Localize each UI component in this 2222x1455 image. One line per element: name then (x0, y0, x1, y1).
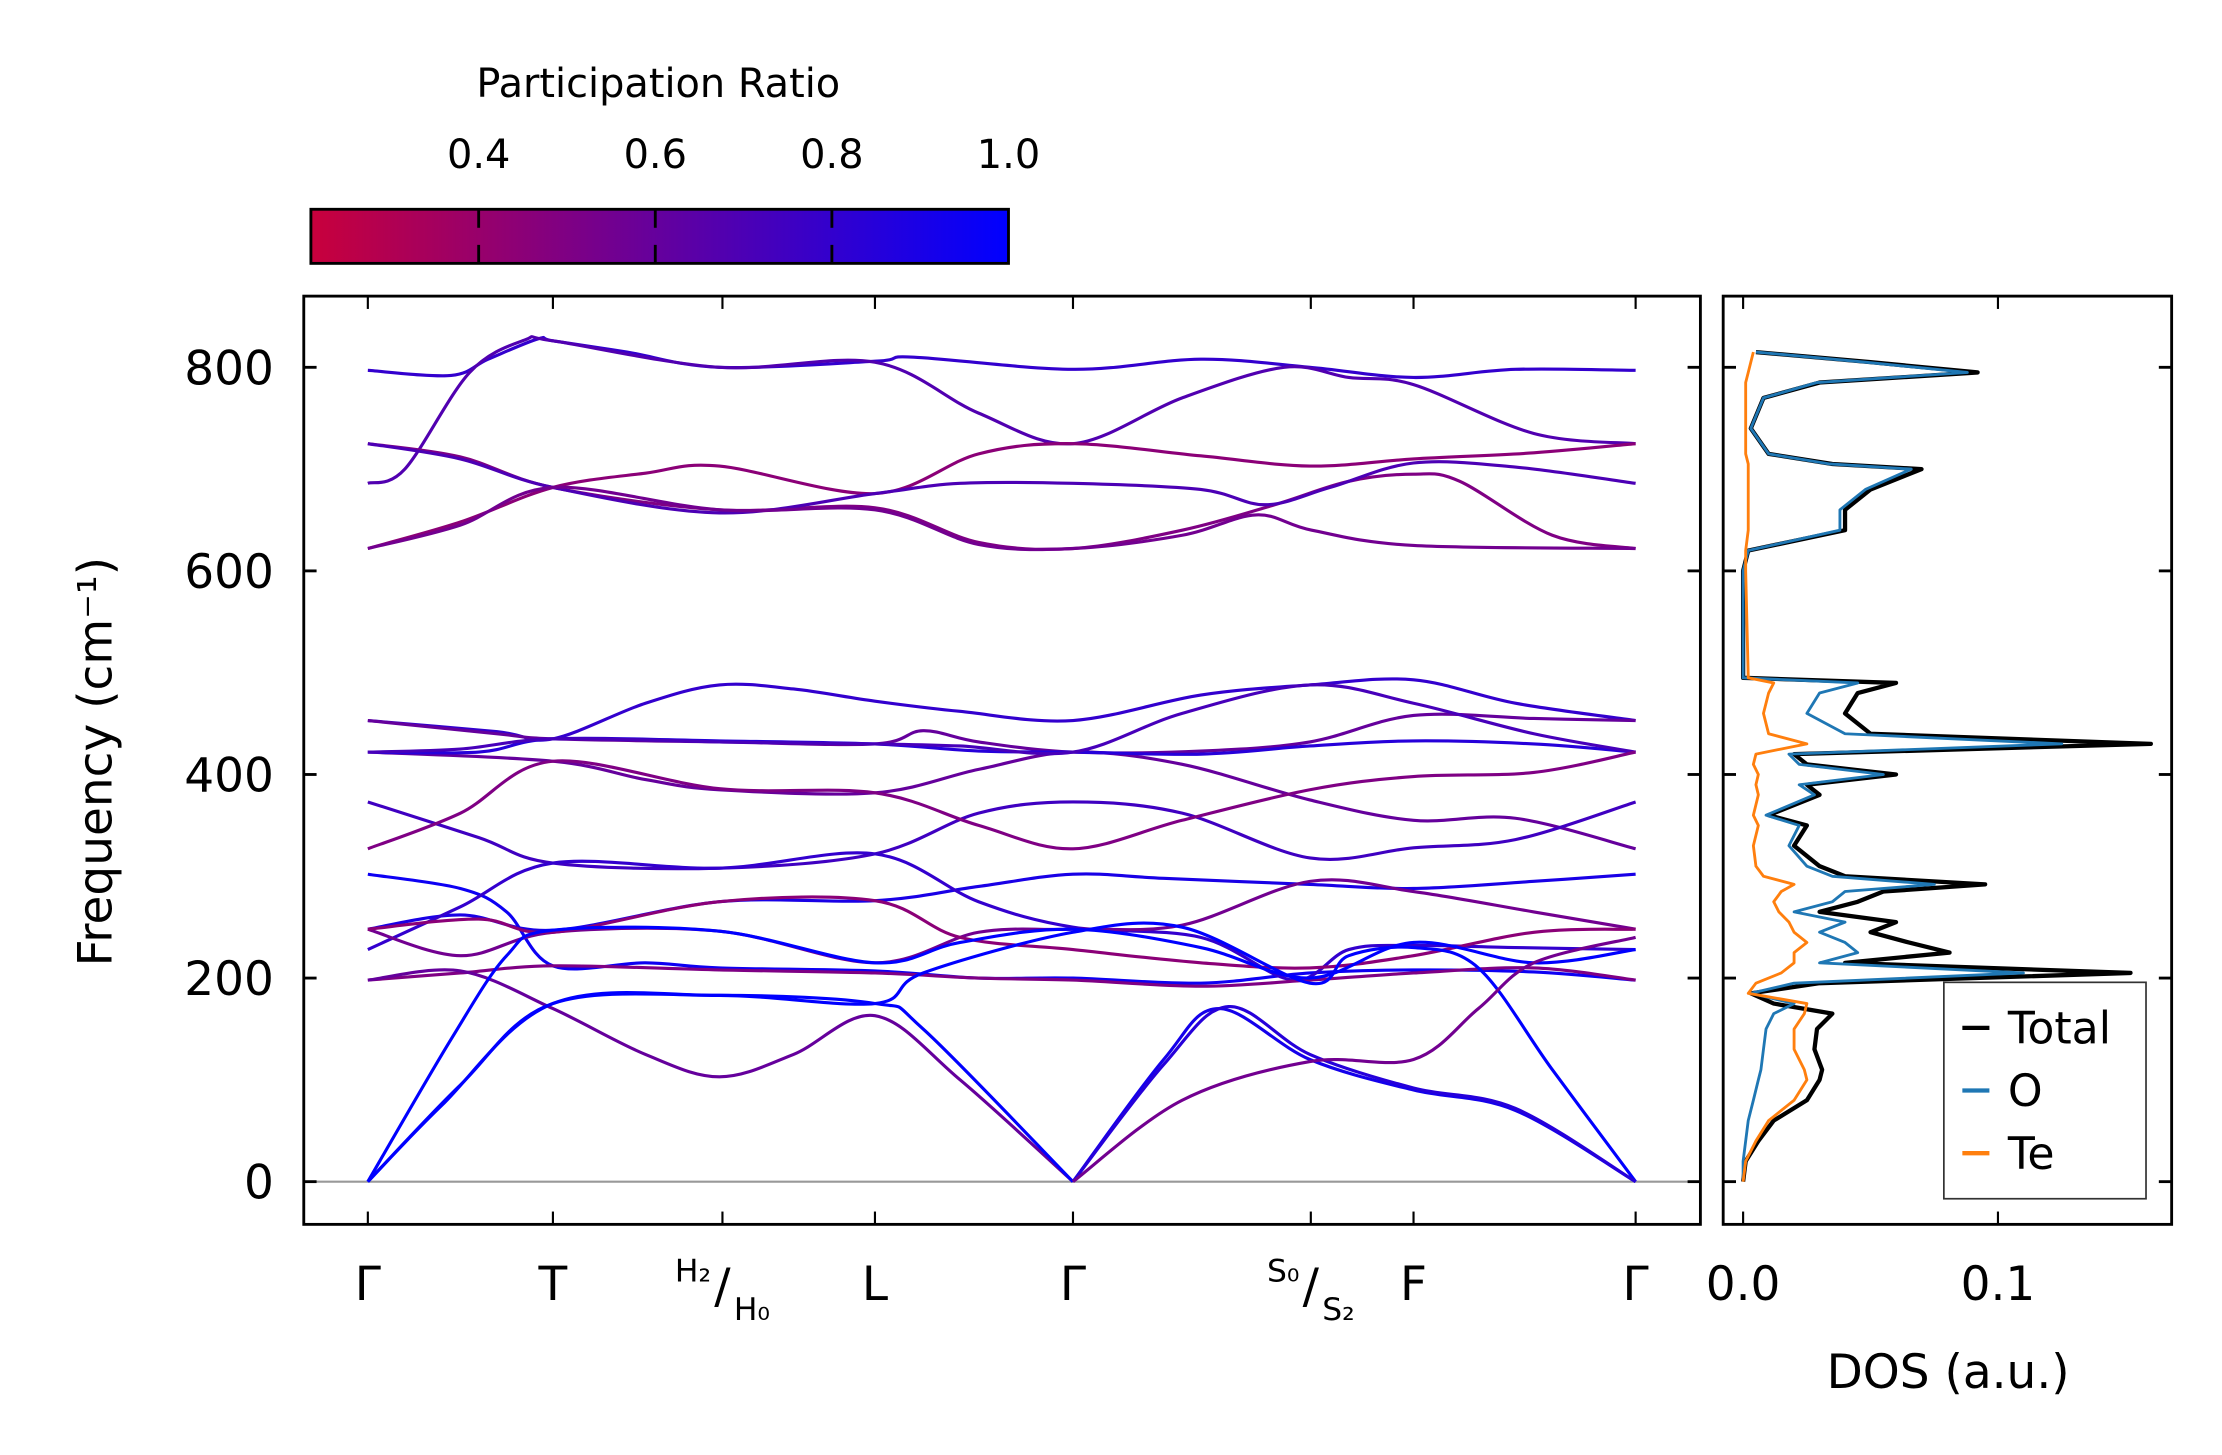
colorbar-tick-label: 0.8 (800, 132, 863, 178)
main-axes-frame (302, 294, 1702, 1226)
legend-label: O (2008, 1066, 2043, 1117)
dos-x-tick-label: 0.1 (1961, 1257, 2036, 1312)
phonon-band (1071, 1005, 1637, 1183)
phonon-band (367, 750, 1636, 851)
phonon-band (367, 851, 1636, 982)
kpoint-label-slash: / (1303, 1259, 1320, 1315)
kpoint-label-upper: S₀ (1267, 1253, 1299, 1289)
colorbar-gradient (309, 207, 1010, 265)
kpoint-label-upper: H₂ (675, 1253, 711, 1289)
kpoint-label-lower: H₀ (734, 1292, 770, 1328)
phonon-band (367, 750, 1637, 851)
dos-axes-frame (1721, 294, 2174, 1226)
colorbar: Participation Ratio 0.4 0.6 0.8 1.0 (309, 61, 1040, 265)
kpoint-label-combined: S₀ / S₂ (1267, 1253, 1355, 1327)
y-tick-label: 600 (184, 545, 274, 600)
phonon-band (1071, 1007, 1637, 1184)
phonon-band (1072, 935, 1637, 1183)
kpoint-label-combined: H₂ / H₀ (675, 1253, 770, 1327)
dos-plot: 0.0 0.1 DOS (a.u.) Total O Te (1706, 294, 2174, 1400)
kpoint-label: Γ (1060, 1257, 1086, 1312)
colorbar-tick-label: 0.6 (624, 132, 687, 178)
kpoint-label: T (538, 1257, 568, 1312)
dos-x-axis-label: DOS (a.u.) (1827, 1345, 2070, 1400)
dos-line-total (1740, 349, 2153, 1182)
dos-line-te (1741, 351, 1809, 1182)
dos-line-o (1741, 350, 2064, 1182)
phonon-band (367, 800, 1637, 871)
y-tick-label: 200 (184, 952, 274, 1007)
kpoint-label: Γ (1623, 1257, 1649, 1312)
y-tick-label: 400 (184, 749, 274, 804)
kpoint-label-lower: S₂ (1322, 1292, 1354, 1328)
kpoint-label: F (1400, 1257, 1427, 1312)
phonon-band (367, 712, 1636, 755)
phonon-band (367, 895, 1636, 970)
y-axis-label: Frequency (cm⁻¹) (69, 557, 124, 966)
phonon-band (366, 925, 1636, 1183)
phonon-band (367, 442, 1636, 551)
phonon-band (367, 964, 1636, 988)
y-tick-label: 800 (184, 341, 274, 396)
phonon-band (367, 442, 1636, 551)
legend-label: Te (2007, 1129, 2055, 1180)
phonon-band (367, 442, 1636, 515)
phonon-band (367, 335, 1636, 380)
kpoint-label: L (862, 1257, 888, 1312)
phonon-band (367, 683, 1636, 756)
legend: Total O Te (1942, 981, 2147, 1200)
phonon-band (367, 335, 1636, 485)
colorbar-tick-label: 1.0 (977, 132, 1040, 178)
phonon-band (367, 968, 1075, 1183)
phonon-band (367, 872, 1636, 932)
colorbar-tick-label: 0.4 (447, 132, 510, 178)
kpoint-label: Γ (355, 1257, 381, 1312)
kpoint-label-slash: / (714, 1259, 731, 1315)
phonon-band (367, 485, 1636, 552)
dos-x-tick-label: 0.0 (1706, 1257, 1781, 1312)
phonon-band (366, 921, 1637, 1183)
colorbar-title: Participation Ratio (476, 61, 840, 107)
phonon-band (366, 992, 1075, 1183)
legend-label: Total (2007, 1004, 2111, 1055)
phonon-band (367, 677, 1636, 742)
y-tick-label: 0 (244, 1156, 274, 1211)
